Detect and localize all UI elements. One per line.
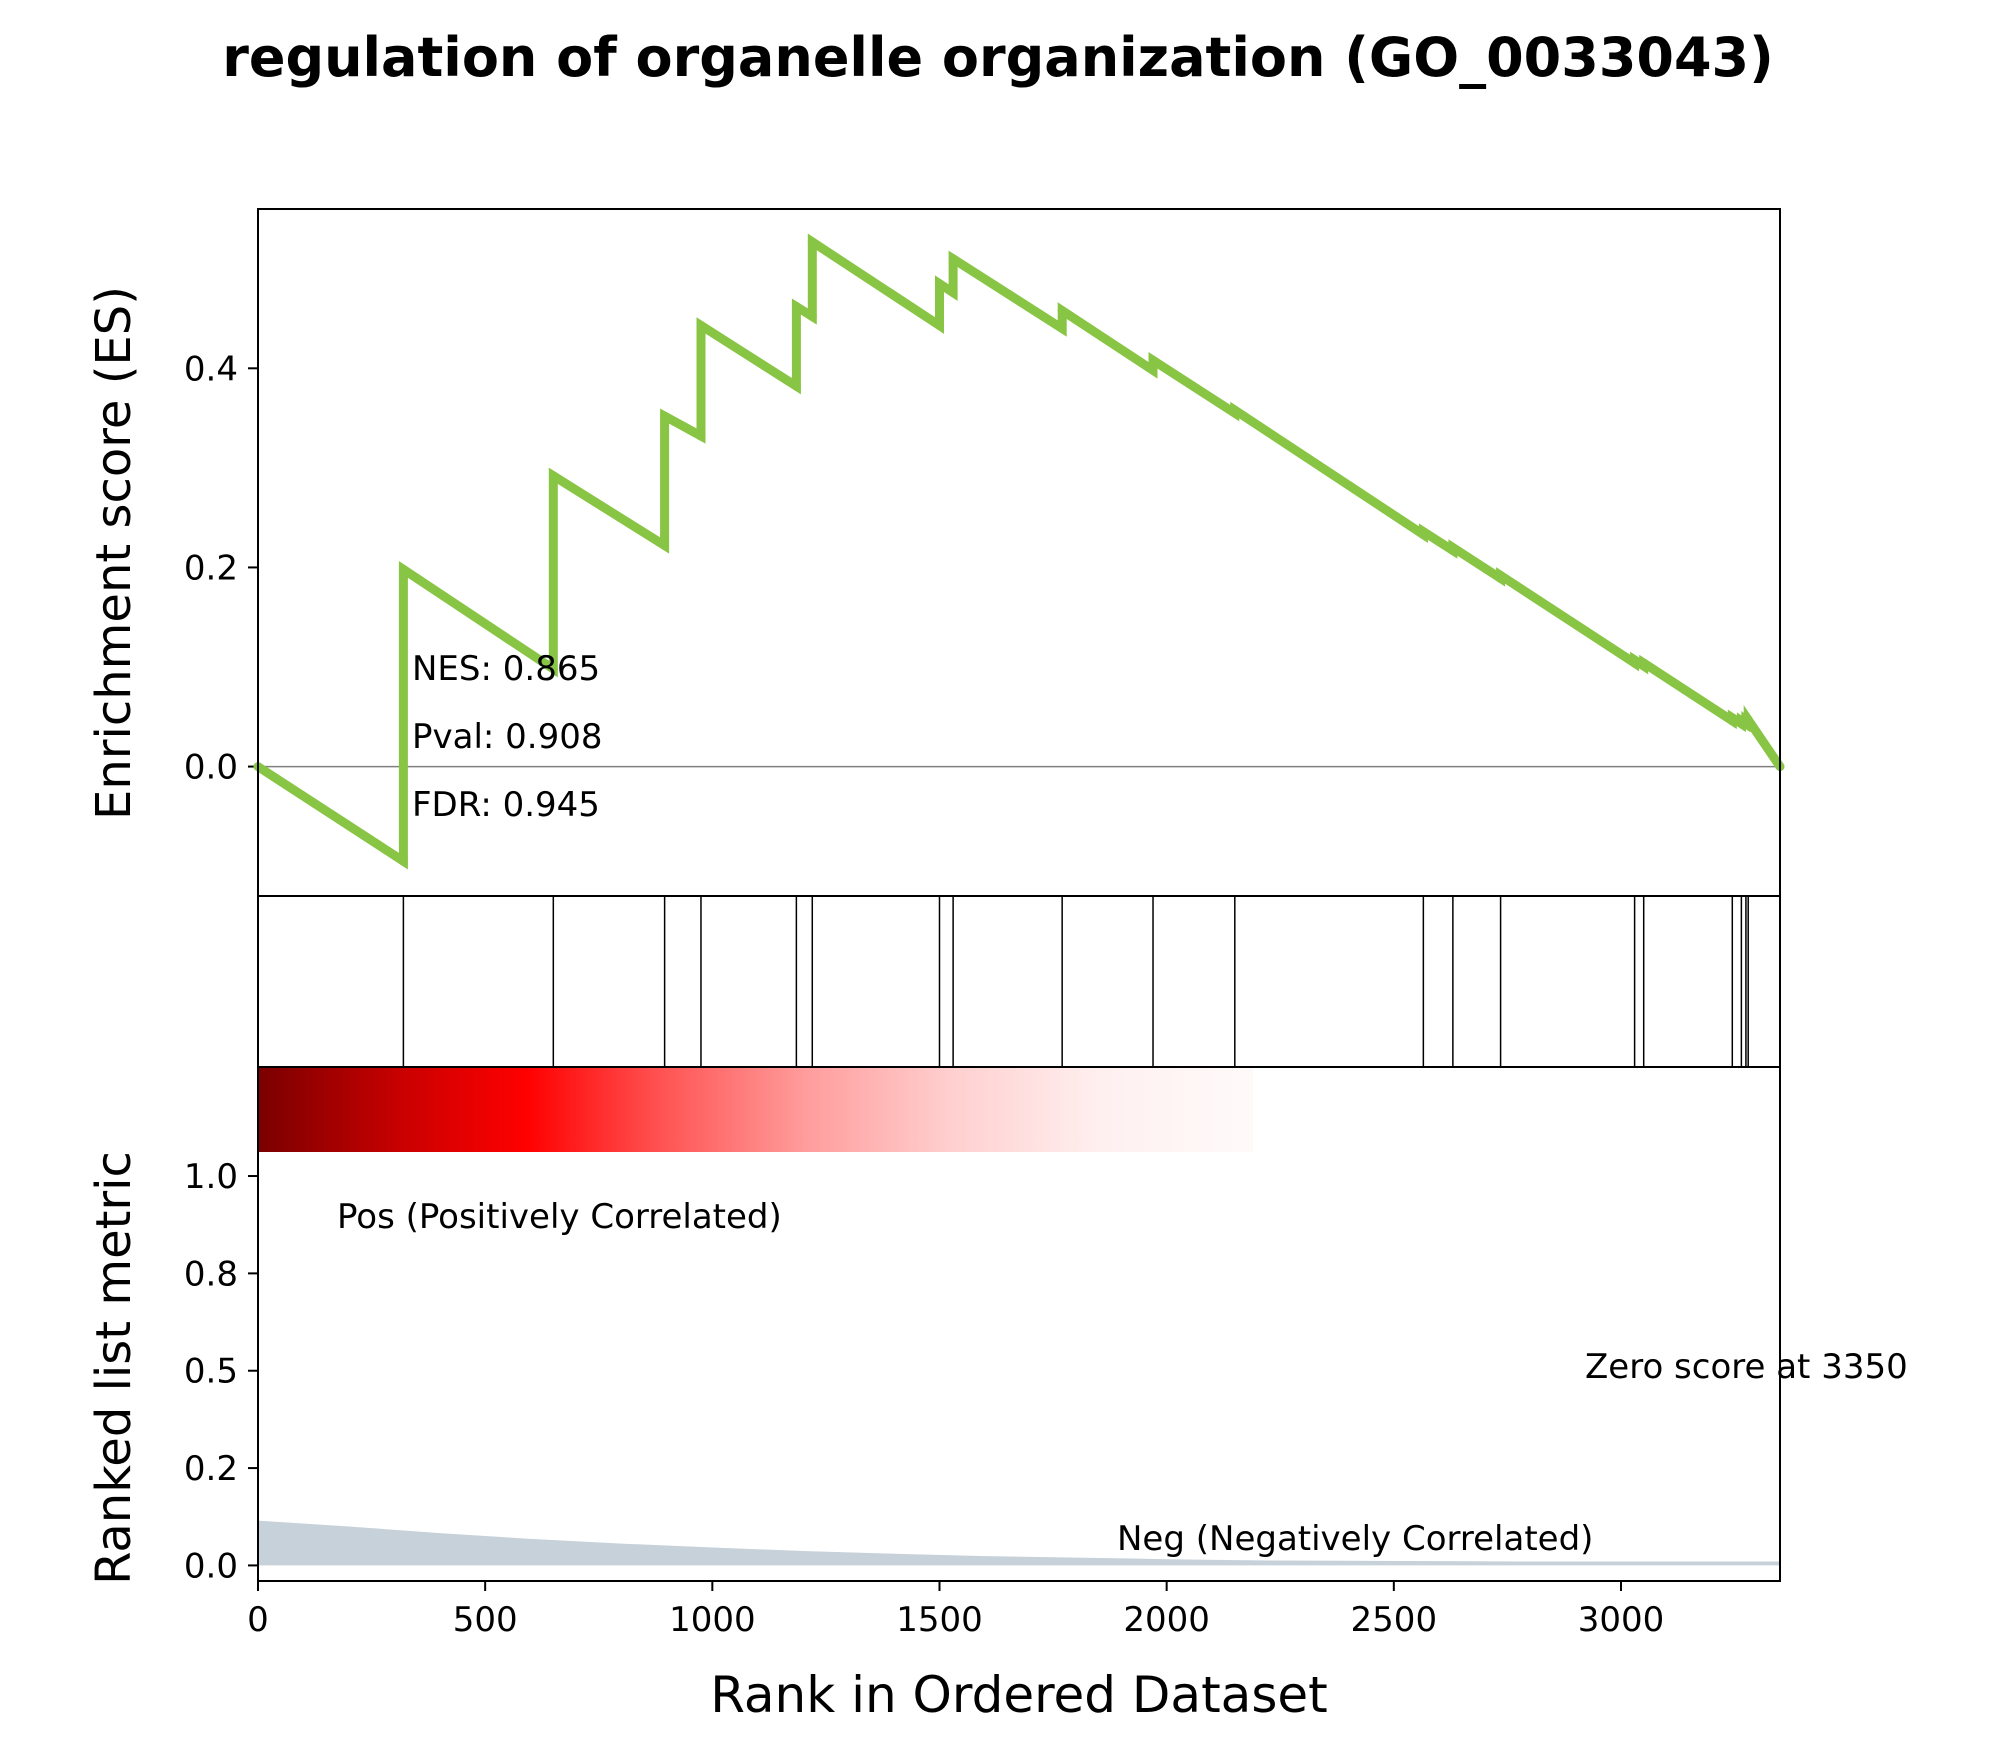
es-point — [1496, 570, 1506, 580]
es-points — [253, 237, 1785, 866]
es-point — [548, 664, 558, 674]
x-tick-label: 2000 — [1123, 1600, 1210, 1640]
es-point — [660, 541, 670, 551]
hits-panel — [257, 895, 1781, 1068]
correlation-heatmap-bar — [258, 1068, 1253, 1152]
rank-y-tick-label: 0.2 — [184, 1449, 238, 1489]
x-tick-label: 1000 — [669, 1600, 756, 1640]
es-point — [1148, 355, 1158, 365]
neg-correlated-label: Neg (Negatively Correlated) — [1117, 1519, 1593, 1559]
es-point — [791, 381, 801, 391]
es-point — [934, 279, 944, 289]
es-point — [548, 471, 558, 481]
rank-y-ticks: 0.0 0.2 0.5 0.8 1.0 — [184, 1157, 258, 1586]
es-point — [807, 237, 817, 247]
es-point — [398, 856, 408, 866]
pos-correlated-label: Pos (Positively Correlated) — [337, 1197, 782, 1237]
es-point — [1230, 405, 1240, 415]
hit-lines — [402, 896, 1749, 1067]
es-point — [1727, 713, 1737, 723]
es-point — [1148, 365, 1158, 375]
es-point — [1057, 323, 1067, 333]
es-point — [1448, 543, 1458, 553]
rank-y-tick-label: 1.0 — [184, 1157, 238, 1197]
fdr-label: FDR: 0.945 — [412, 785, 600, 825]
rank-y-tick-label: 0.5 — [184, 1352, 238, 1392]
nes-label: NES: 0.865 — [412, 649, 600, 689]
pval-label: Pval: 0.908 — [412, 717, 603, 757]
zero-score-label: Zero score at 3350 — [1585, 1347, 1908, 1387]
rank-y-tick-label: 0.0 — [184, 1546, 238, 1586]
x-tick-label: 500 — [453, 1600, 518, 1640]
es-point — [1639, 658, 1649, 668]
x-tick-label: 3000 — [1578, 1600, 1665, 1640]
rank-panel: 0.0 0.2 0.5 0.8 1.0 Pos (Positively Correlat… — [86, 1066, 1908, 1586]
es-point — [807, 312, 817, 322]
es-point — [1743, 715, 1753, 725]
es-line — [255, 233, 1784, 870]
es-point — [696, 431, 706, 441]
es-point — [934, 320, 944, 330]
es-point — [660, 411, 670, 421]
es-y-ticks: 0.0 0.2 0.4 — [184, 349, 258, 788]
x-tick-label: 1500 — [896, 1600, 983, 1640]
chart-title: regulation of organelle organization (GO… — [222, 26, 1774, 89]
x-axis-ticks: 0 500 1000 1500 2000 2500 3000 — [247, 1581, 1664, 1640]
rank-y-tick-label: 0.8 — [184, 1254, 238, 1294]
x-tick-label: 2500 — [1351, 1600, 1438, 1640]
es-y-tick-label: 0.2 — [184, 548, 238, 588]
rank-y-axis-label: Ranked list metric — [86, 1151, 142, 1585]
ranked-metric-area — [258, 1520, 1780, 1566]
es-y-tick-label: 0.0 — [184, 748, 238, 788]
hits-panel-frame — [257, 895, 1781, 1068]
x-tick-label: 0 — [247, 1600, 269, 1640]
es-y-axis-label: Enrichment score (ES) — [86, 286, 142, 820]
x-axis-label: Rank in Ordered Dataset — [710, 1666, 1327, 1724]
rank-panel-frame — [257, 1066, 1781, 1582]
es-point — [1057, 306, 1067, 316]
es-y-tick-label: 0.4 — [184, 349, 238, 389]
es-point — [1418, 527, 1428, 537]
es-point — [1630, 655, 1640, 665]
es-point — [948, 288, 958, 298]
es-point — [791, 302, 801, 312]
es-point — [948, 254, 958, 264]
es-point — [398, 564, 408, 574]
es-panel: 0.0 0.2 0.4 NES: 0.865 Pval: 0.908 FDR: 0.… — [86, 208, 1785, 897]
es-point — [696, 320, 706, 330]
